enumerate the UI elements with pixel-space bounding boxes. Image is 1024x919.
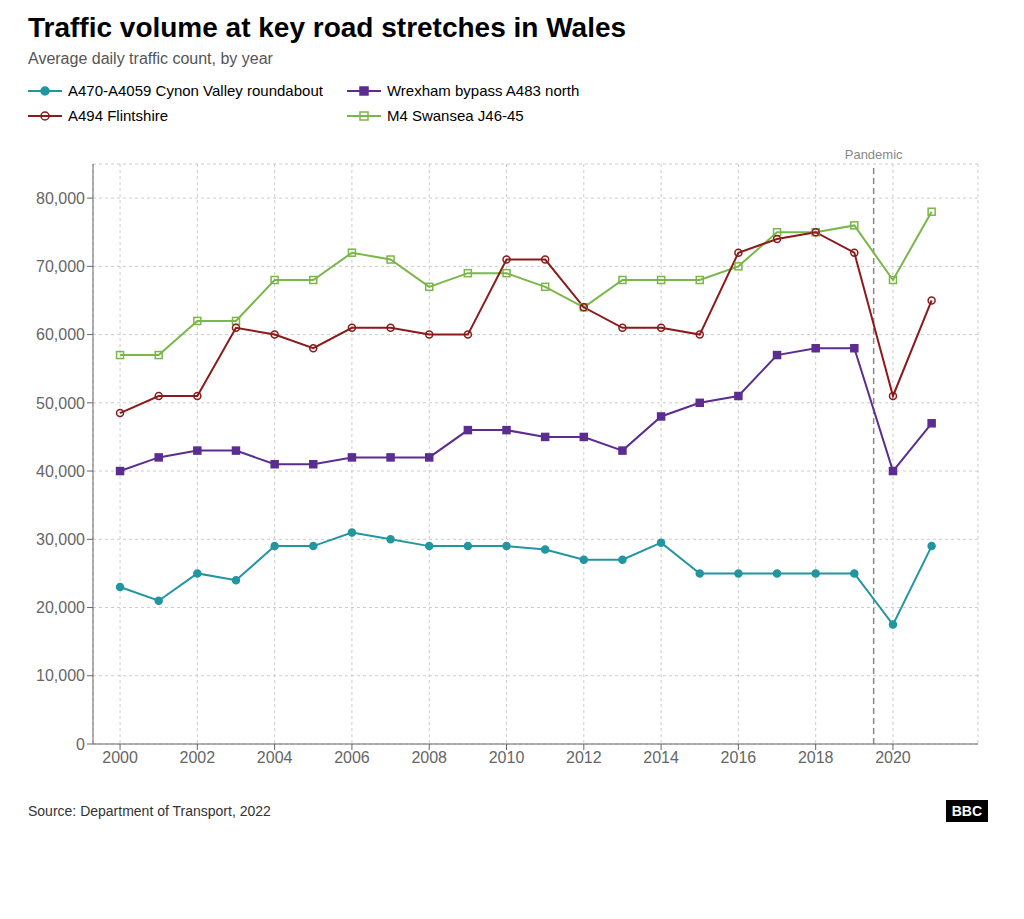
html-text:A470-A4059 Cynon Valley rounda: A470-A4059 Cynon Valley roundabout — [68, 82, 323, 99]
svg-text:20,000: 20,000 — [36, 599, 85, 616]
svg-text:2012: 2012 — [566, 749, 602, 766]
svg-text:2000: 2000 — [102, 749, 138, 766]
svg-text:80,000: 80,000 — [36, 190, 85, 207]
svg-text:2004: 2004 — [257, 749, 293, 766]
svg-text:2002: 2002 — [180, 749, 216, 766]
html-text:A494 Flintshire: A494 Flintshire — [68, 107, 169, 124]
html-text:M4 Swansea J46-45: M4 Swansea J46-45 — [386, 107, 524, 124]
html-text:Wrexham bypass A483 north: Wrexham bypass A483 north — [386, 82, 580, 99]
svg-text:2006: 2006 — [334, 749, 370, 766]
svg-text:2016: 2016 — [721, 749, 757, 766]
svg-text:2014: 2014 — [643, 749, 679, 766]
svg-text:2008: 2008 — [411, 749, 447, 766]
svg-text:2020: 2020 — [875, 749, 911, 766]
svg-text:50,000: 50,000 — [36, 395, 85, 412]
svg-text:2018: 2018 — [798, 749, 834, 766]
svg-text:2010: 2010 — [489, 749, 525, 766]
html-text:BBC: BBC — [951, 803, 982, 819]
html-text:Source: Department of Transpor: Source: Department of Transport, 2022 — [28, 803, 271, 819]
svg-text:Pandemic: Pandemic — [845, 147, 903, 162]
svg-text:70,000: 70,000 — [36, 258, 85, 275]
svg-text:40,000: 40,000 — [36, 463, 85, 480]
svg-text:0: 0 — [76, 736, 85, 753]
svg-text:10,000: 10,000 — [36, 667, 85, 684]
svg-text:60,000: 60,000 — [36, 326, 85, 343]
svg-text:30,000: 30,000 — [36, 531, 85, 548]
html-text:Average daily traffic count, b: Average daily traffic count, by year — [28, 50, 273, 67]
html-text:Traffic volume at key road str: Traffic volume at key road stretches in … — [28, 12, 627, 43]
